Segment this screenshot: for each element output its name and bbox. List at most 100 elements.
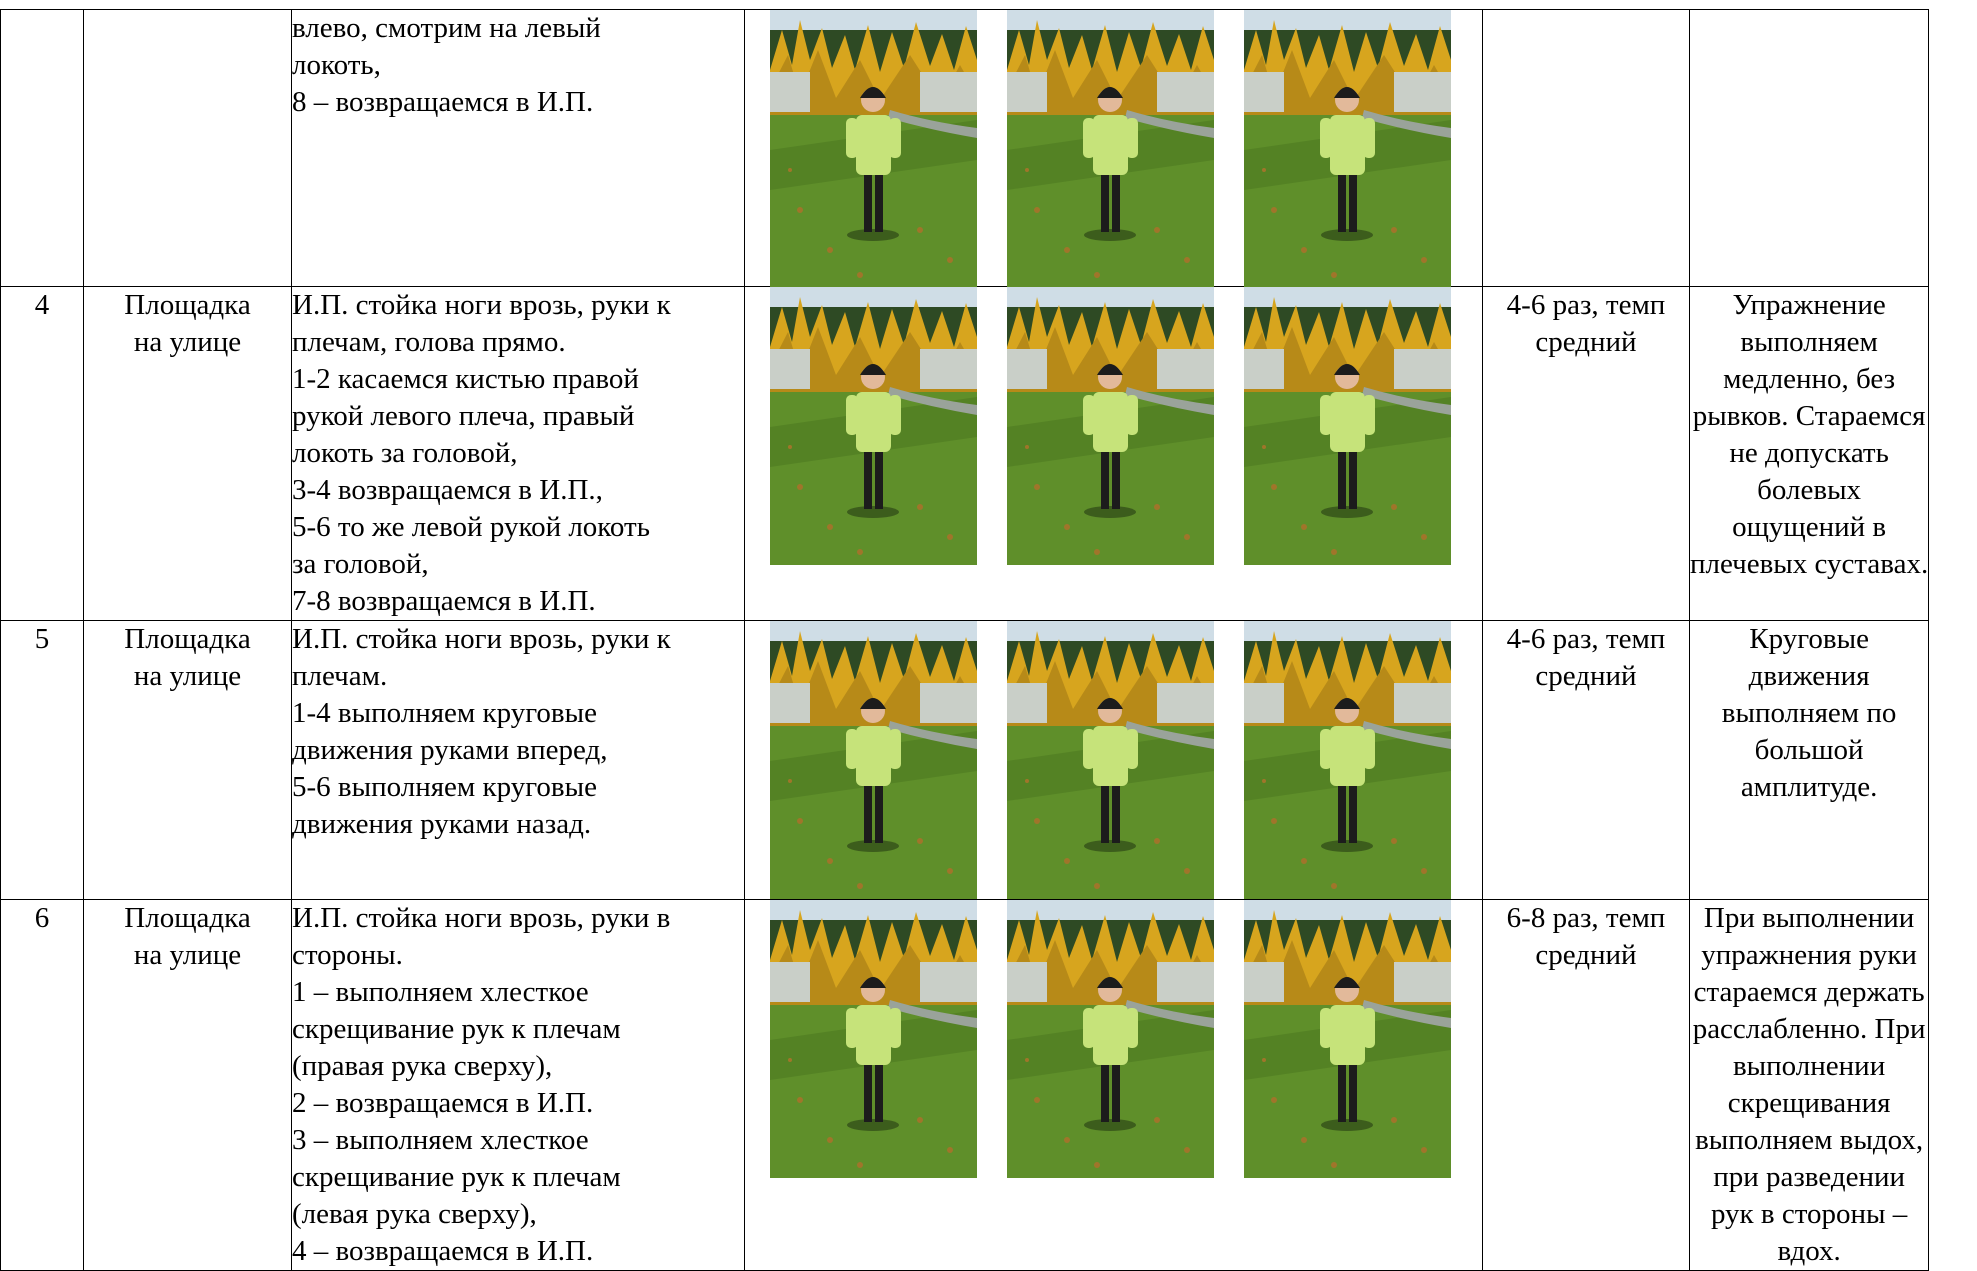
note-line: Круговые [1749,623,1869,655]
note-line: выполняем выдох, [1695,1124,1924,1156]
exercise-place: Площадка на улице [83,899,292,1271]
description-line: (правая рука сверху), [292,1050,553,1082]
description-line: 1-2 касаемся кистью правой [292,363,639,395]
place-line: Площадка [124,902,251,934]
note-line: болевых [1757,474,1862,506]
exercise-dosage [1482,9,1690,287]
description-line: движения руками назад. [292,808,592,840]
description-line: плечам, голова прямо. [292,326,566,358]
description-line: (левая рука сверху), [292,1198,537,1230]
exercise-description: И.П. стойка ноги врозь, руки к плечам. 1… [291,620,745,900]
note-line: Упражнение [1732,289,1886,321]
exercise-photos [744,620,1483,900]
dosage-line: 4-6 раз, темп [1506,623,1666,655]
exercise-place: Площадка на улице [83,620,292,900]
description-line: плечам. [292,660,388,692]
description-line: 3 – выполняем хлесткое [292,1124,589,1156]
exercise-photo [1244,621,1451,899]
description-line: 1-4 выполняем круговые [292,697,597,729]
description-line: за головой, [292,548,429,580]
exercise-dosage: 4-6 раз, темп средний [1482,286,1690,621]
dosage-line: 4-6 раз, темп [1506,289,1666,321]
exercise-number: 5 [0,620,84,900]
exercise-notes: Упражнение выполняем медленно, без рывко… [1688,286,1930,621]
place-line: Площадка [124,289,251,321]
note-line: скрещивания [1727,1087,1891,1119]
exercise-photo [1244,10,1451,288]
description-line: скрещивание рук к плечам [292,1013,621,1045]
note-line: рук в стороны – [1710,1198,1908,1230]
description-line: локоть, [292,49,381,81]
dosage-line: средний [1535,660,1637,692]
description-line: И.П. стойка ноги врозь, руки к [292,623,671,655]
exercise-photos [744,899,1483,1271]
exercise-number: 6 [0,899,84,1271]
description-line: 4 – возвращаемся в И.П. [292,1235,594,1267]
table-row: 5 Площадка на улице И.П. стойка ноги вро… [0,620,1930,900]
description-line: И.П. стойка ноги врозь, руки к [292,289,671,321]
note-line: упражнения руки [1701,939,1917,971]
note-line: При выполнении [1703,902,1915,934]
note-line: вдох. [1777,1235,1841,1267]
exercise-photo [770,10,977,288]
exercise-description: влево, смотрим на левый локоть, 8 – возв… [291,9,745,287]
exercise-place [83,9,292,287]
note-line: выполнении [1732,1050,1886,1082]
exercise-notes: При выполнении упражнения руки стараемся… [1688,899,1930,1271]
exercise-notes [1688,9,1930,287]
exercise-photo [1007,621,1214,899]
description-line: влево, смотрим на левый [292,12,601,44]
table-row: влево, смотрим на левый локоть, 8 – возв… [0,9,1930,288]
place-line: на улице [133,939,242,971]
description-line: скрещивание рук к плечам [292,1161,621,1193]
exercise-photos [744,9,1483,288]
description-line: 7-8 возвращаемся в И.П. [292,585,596,617]
note-line: при разведении [1713,1161,1906,1193]
place-line: Площадка [124,623,251,655]
exercise-photo [1007,10,1214,288]
note-line: выполняем [1740,326,1878,358]
description-line: локоть за головой, [292,437,518,469]
exercise-photo [770,621,977,899]
description-line: 3-4 возвращаемся в И.П., [292,474,603,506]
table-row: 4 Площадка на улице И.П. стойка ноги вро… [0,286,1930,621]
note-line: медленно, без [1723,363,1896,395]
table-row: 6 Площадка на улице И.П. стойка ноги вро… [0,899,1930,1271]
exercise-description: И.П. стойка ноги врозь, руки к плечам, г… [291,286,745,621]
description-line: стороны. [292,939,403,971]
note-line: стараемся держать [1693,976,1925,1008]
note-line: расслабленно. При [1692,1013,1926,1045]
exercise-photo [770,287,977,565]
description-line: 1 – выполняем хлесткое [292,976,589,1008]
description-line: рукой левого плеча, правый [292,400,635,432]
exercise-dosage: 4-6 раз, темп средний [1482,620,1690,900]
dosage-line: 6-8 раз, темп [1506,902,1666,934]
dosage-line: средний [1535,939,1637,971]
note-line: плечевых суставах. [1690,548,1929,580]
place-line: на улице [133,326,242,358]
exercise-number: 4 [0,286,84,621]
place-line: на улице [133,660,242,692]
description-line: 5-6 выполняем круговые [292,771,597,803]
exercise-place: Площадка на улице [83,286,292,621]
note-line: выполняем по [1721,697,1897,729]
description-line: 2 – возвращаемся в И.П. [292,1087,594,1119]
dosage-line: средний [1535,326,1637,358]
exercise-photos [744,286,1483,621]
exercise-photo [1244,900,1451,1178]
description-line: И.П. стойка ноги врозь, руки в [292,902,671,934]
note-line: большой [1754,734,1864,766]
exercise-photo [1244,287,1451,565]
exercise-description: И.П. стойка ноги врозь, руки в стороны. … [291,899,745,1271]
note-line: амплитуде. [1740,771,1878,803]
exercise-photo [770,900,977,1178]
exercise-photo [1007,900,1214,1178]
note-line: ощущений в [1732,511,1887,543]
description-line: 5-6 то же левой рукой локоть [292,511,650,543]
exercise-photo [1007,287,1214,565]
exercise-table: влево, смотрим на левый локоть, 8 – возв… [0,9,1930,1271]
note-line: рывков. Стараемся [1692,400,1926,432]
exercise-dosage: 6-8 раз, темп средний [1482,899,1690,1271]
note-line: не допускать [1729,437,1889,469]
description-line: движения руками вперед, [292,734,608,766]
